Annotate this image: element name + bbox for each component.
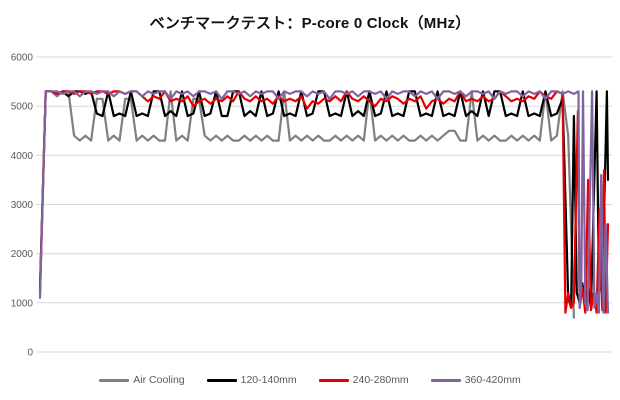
legend-line-swatch-purple bbox=[430, 378, 461, 382]
svg-text:4000: 4000 bbox=[11, 151, 34, 162]
legend-item-air-cooling: Air Cooling bbox=[99, 374, 185, 386]
legend-line-swatch-gray bbox=[99, 378, 130, 382]
legend-line-swatch-black bbox=[206, 378, 237, 382]
svg-text:0: 0 bbox=[27, 348, 33, 359]
svg-text:5000: 5000 bbox=[11, 102, 34, 113]
legend-item-360-420mm: 360-420mm bbox=[430, 374, 521, 386]
svg-text:2000: 2000 bbox=[11, 249, 34, 260]
svg-text:6000: 6000 bbox=[11, 53, 34, 64]
legend-label: Air Cooling bbox=[133, 374, 185, 386]
legend-label: 240-280mm bbox=[352, 374, 409, 386]
legend-line-swatch-red bbox=[318, 378, 349, 382]
svg-text:3000: 3000 bbox=[11, 200, 34, 211]
legend-item-120-140mm: 120-140mm bbox=[206, 374, 297, 386]
chart-title: ベンチマークテスト：P-core 0 Clock（MHz） bbox=[149, 15, 471, 32]
chart-legend: Air Cooling 120-140mm 240-280mm 360-420m… bbox=[0, 374, 620, 386]
legend-item-240-280mm: 240-280mm bbox=[318, 374, 409, 386]
legend-label: 360-420mm bbox=[464, 374, 521, 386]
svg-text:1000: 1000 bbox=[11, 298, 34, 309]
legend-label: 120-140mm bbox=[240, 374, 297, 386]
